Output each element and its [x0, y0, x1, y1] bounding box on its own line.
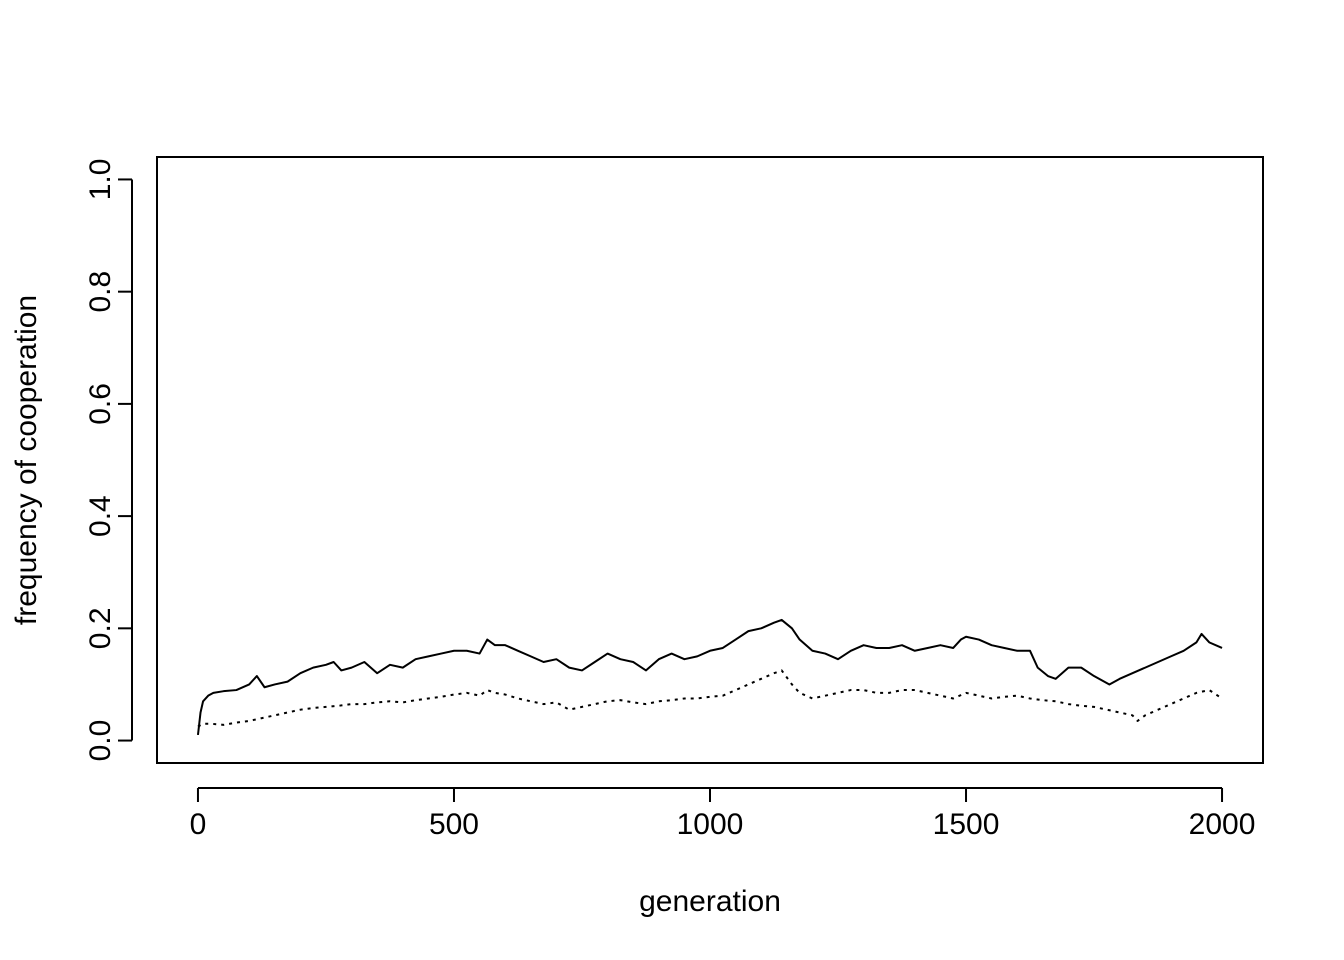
y-tick-label: 0.4 [84, 495, 117, 537]
x-tick-label: 2000 [1189, 808, 1256, 841]
y-tick-label: 1.0 [84, 159, 117, 201]
y-tick-label: 0.8 [84, 271, 117, 313]
series-layer [196, 618, 1223, 736]
x-tick-label: 0 [190, 808, 207, 841]
y-tick-label: 0.6 [84, 383, 117, 425]
y-tick-label: 0.0 [84, 720, 117, 762]
plot-frame [156, 156, 1264, 764]
solid-series-line [196, 618, 1223, 736]
x-tick-label: 1500 [933, 808, 1000, 841]
x-axis-title: generation [639, 885, 781, 918]
dotted-series-line [197, 669, 1223, 728]
y-axis: 0.0 0.2 0.4 0.6 0.8 1.0 [84, 159, 133, 762]
x-tick-label: 500 [429, 808, 479, 841]
y-axis-title: frequency of cooperation [10, 295, 43, 625]
x-axis: 0 500 1000 1500 2000 [190, 787, 1256, 841]
y-tick-label: 0.2 [84, 607, 117, 649]
x-tick-label: 1000 [677, 808, 744, 841]
